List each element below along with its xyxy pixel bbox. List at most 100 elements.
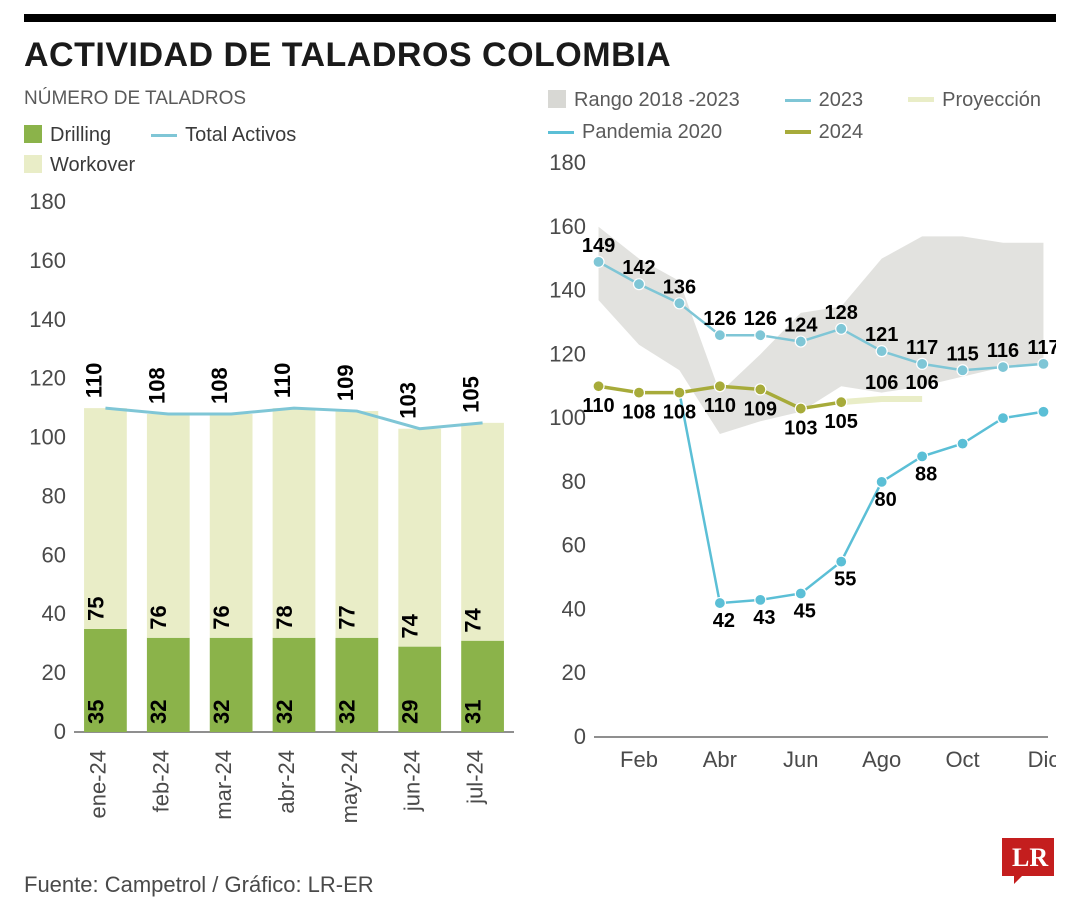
pandemia-line-marker [917, 451, 928, 462]
total-value: 105 [459, 376, 484, 413]
label-2023: 149 [582, 235, 615, 257]
pandemia-line-marker [998, 413, 1009, 424]
s2024-line-marker [674, 387, 685, 398]
label-2023: 128 [825, 302, 858, 324]
s2023-line-marker [674, 298, 685, 309]
s2023-line-marker [593, 256, 604, 267]
svg-text:120: 120 [29, 365, 66, 390]
label-2024: 108 [622, 402, 655, 424]
x-tick-label: ene-24 [85, 750, 110, 819]
pandemia-line-marker [714, 598, 725, 609]
left-legend: NÚMERO DE TALADROS Drilling Total Activo… [24, 85, 524, 180]
bar-workover-value: 75 [83, 596, 108, 620]
label-2024: 106 [905, 372, 938, 394]
svg-text:140: 140 [549, 278, 586, 303]
s2024-line-marker [633, 387, 644, 398]
bar-workover [335, 411, 378, 638]
x-tick-label: jun-24 [400, 750, 425, 812]
label-pandemia: 88 [915, 463, 937, 485]
svg-text:60: 60 [562, 533, 586, 558]
total-value: 103 [396, 382, 421, 419]
x-tick: Abr [703, 747, 737, 772]
legend-total: Total Activos [151, 120, 296, 150]
label-2023: 117 [906, 337, 938, 359]
svg-text:20: 20 [42, 660, 66, 685]
svg-text:60: 60 [42, 542, 66, 567]
s2024-line-marker [755, 384, 766, 395]
x-tick: Jun [783, 747, 818, 772]
label-2024: 106 [865, 372, 898, 394]
s2023-line-marker [1038, 358, 1049, 369]
legend-pandemia: Pandemia 2020 [548, 117, 755, 147]
source-line: Fuente: Campetrol / Gráfico: LR-ER [24, 872, 374, 898]
s2023-line-marker [917, 358, 928, 369]
right-legend: Rango 2018 -2023 2023 Proyección Pandemi… [548, 85, 1056, 147]
right-panel: Rango 2018 -2023 2023 Proyección Pandemi… [548, 85, 1056, 837]
x-tick-label: abr-24 [274, 750, 299, 814]
legend-2023: 2023 [785, 85, 878, 115]
total-value: 109 [333, 364, 358, 401]
lr-logo: LR [1000, 836, 1056, 886]
label-2023: 115 [946, 343, 978, 365]
bar-workover [461, 422, 504, 640]
bar-drilling-value: 32 [335, 699, 360, 723]
label-pandemia: 45 [794, 601, 816, 623]
s2024-line-marker [593, 381, 604, 392]
proy-line [841, 399, 922, 402]
x-tick-label: feb-24 [148, 750, 173, 812]
label-2024: 103 [784, 418, 817, 440]
bar-drilling-value: 29 [398, 699, 423, 723]
x-tick-label: may-24 [337, 750, 362, 823]
legend-drilling: Drilling [24, 120, 111, 150]
svg-text:20: 20 [562, 660, 586, 685]
pandemia-line-marker [755, 594, 766, 605]
pandemia-line-marker [1038, 406, 1049, 417]
left-panel: NÚMERO DE TALADROS Drilling Total Activo… [24, 85, 524, 837]
s2023-line-marker [998, 362, 1009, 373]
left-chart: 0204060801001201401601803575ene-243276fe… [24, 192, 524, 832]
svg-text:140: 140 [29, 306, 66, 331]
x-tick-label: mar-24 [211, 750, 236, 820]
left-subtitle: NÚMERO DE TALADROS [24, 85, 524, 114]
svg-text:160: 160 [29, 247, 66, 272]
svg-text:100: 100 [549, 405, 586, 430]
label-2024: 110 [582, 395, 614, 417]
label-2023: 142 [622, 257, 655, 279]
label-pandemia: 55 [834, 569, 856, 591]
x-tick-label: jul-24 [463, 750, 488, 805]
s2024-line-marker [836, 397, 847, 408]
label-2023: 116 [987, 340, 1019, 362]
total-value: 108 [144, 367, 169, 404]
total-value: 110 [81, 362, 106, 398]
bar-drilling-value: 32 [146, 699, 171, 723]
total-value: 110 [270, 362, 295, 398]
svg-text:180: 180 [549, 153, 586, 175]
page-title: ACTIVIDAD DE TALADROS COLOMBIA [24, 36, 1056, 75]
svg-text:80: 80 [42, 483, 66, 508]
label-2023: 136 [663, 276, 696, 298]
s2023-line-marker [876, 346, 887, 357]
label-pandemia: 42 [713, 610, 735, 632]
svg-text:100: 100 [29, 424, 66, 449]
pandemia-line-marker [876, 476, 887, 487]
pandemia-line-marker [795, 588, 806, 599]
bar-drilling-value: 31 [460, 699, 485, 723]
bar-workover [273, 408, 316, 638]
label-2023: 126 [703, 308, 736, 330]
label-2023: 117 [1027, 337, 1056, 359]
top-rule [24, 14, 1056, 22]
legend-range: Rango 2018 -2023 [548, 85, 755, 115]
svg-text:40: 40 [562, 596, 586, 621]
label-2024: 108 [663, 402, 696, 424]
s2024-line-marker [714, 381, 725, 392]
label-2023: 121 [865, 324, 898, 346]
legend-2024: 2024 [785, 117, 878, 147]
svg-text:180: 180 [29, 192, 66, 214]
s2023-line-marker [795, 336, 806, 347]
bar-workover-value: 76 [146, 605, 171, 629]
bar-workover [210, 414, 253, 638]
pandemia-line-marker [957, 438, 968, 449]
bar-drilling-value: 32 [209, 699, 234, 723]
s2023-line-marker [836, 323, 847, 334]
s2023-line-marker [714, 330, 725, 341]
